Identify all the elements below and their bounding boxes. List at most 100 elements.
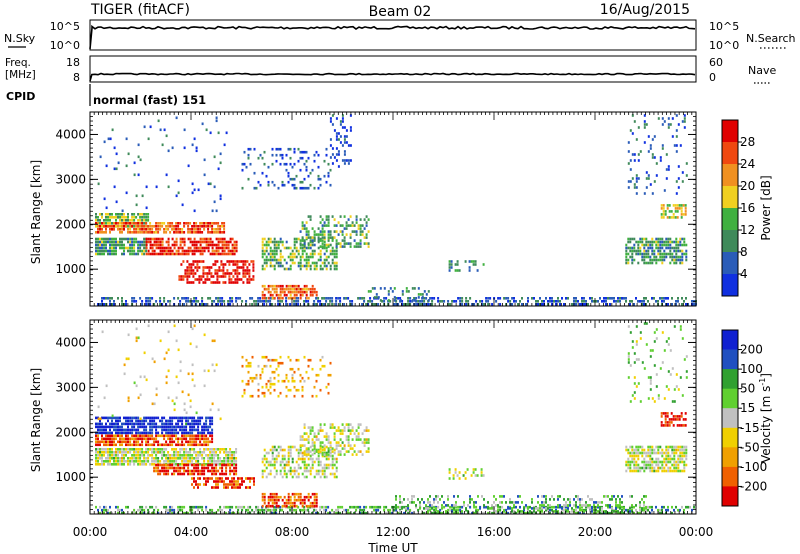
echo-cell [204, 278, 207, 281]
echo-cell [191, 191, 194, 195]
echo-cell [107, 454, 109, 457]
echo-cell [139, 297, 142, 300]
echo-cell [115, 451, 117, 454]
echo-cell [311, 243, 314, 247]
echo-cell [429, 297, 432, 300]
echo-cell [161, 434, 164, 438]
echo-cell [223, 225, 226, 228]
echo-cell [307, 303, 310, 306]
echo-cell [515, 501, 517, 504]
echo-cell [265, 240, 268, 244]
echo-cell [427, 498, 429, 501]
echo-cell [159, 297, 162, 300]
echo-cell [197, 425, 200, 429]
echo-cell [205, 434, 208, 438]
echo-cell [228, 278, 231, 281]
echo-cell [225, 505, 228, 509]
echo-cell [651, 237, 654, 241]
echo-cell [299, 258, 302, 262]
echo-cell [660, 204, 663, 207]
echo-cell [325, 255, 328, 259]
echo-cell [167, 511, 170, 515]
echo-cell [289, 469, 292, 473]
echo-cell [627, 261, 630, 265]
echo-cell [265, 466, 268, 470]
echo-cell [151, 428, 154, 432]
echo-cell [221, 303, 224, 306]
echo-cell [215, 243, 218, 247]
echo-cell [167, 222, 170, 225]
echo-cell [655, 243, 658, 247]
echo-cell [95, 454, 97, 457]
echo-cell [291, 165, 294, 169]
echo-cell [261, 237, 264, 241]
echo-cell [653, 258, 656, 262]
echo-cell [193, 466, 196, 470]
echo-cell [287, 451, 290, 455]
echo-cell [433, 511, 436, 515]
echo-cell [503, 510, 505, 513]
echo-cell [263, 287, 266, 291]
echo-cell [605, 300, 607, 303]
echo-cell [202, 260, 205, 263]
echo-cell [185, 437, 188, 441]
echo-cell [309, 469, 312, 473]
echo-cell [639, 249, 642, 253]
echo-cell [105, 437, 107, 441]
echo-cell [681, 505, 683, 509]
echo-cell [211, 228, 214, 231]
echo-cell [279, 445, 282, 449]
echo-cell [165, 472, 168, 476]
echo-cell [215, 460, 218, 463]
echo-cell [337, 233, 340, 236]
echo-cell [111, 511, 113, 515]
echo-cell [659, 159, 662, 162]
echo-cell [121, 457, 123, 460]
echo-cell [309, 457, 312, 461]
echo-cell [325, 180, 328, 184]
echo-cell [252, 266, 255, 269]
echo-cell [175, 431, 178, 435]
echo-cell [119, 443, 121, 447]
echo-cell [277, 240, 280, 244]
echo-cell [173, 469, 176, 473]
echo-cell [395, 495, 397, 498]
echo-cell [291, 469, 294, 473]
echo-cell [101, 228, 103, 231]
echo-cell [109, 511, 111, 515]
echo-cell [303, 162, 306, 166]
echo-cell [670, 216, 673, 219]
echo-cell [297, 463, 300, 467]
echo-cell [177, 437, 180, 441]
echo-cell [143, 422, 146, 426]
echo-cell [169, 434, 172, 438]
echo-cell [203, 448, 206, 451]
echo-cell [293, 296, 296, 300]
echo-cell [675, 258, 678, 262]
echo-cell [215, 448, 218, 451]
echo-cell [219, 297, 222, 300]
echo-cell [269, 240, 272, 244]
echo-cell [133, 246, 136, 250]
echo-cell [137, 463, 140, 466]
echo-cell [549, 498, 551, 501]
echo-cell [395, 504, 397, 507]
echo-cell [285, 463, 288, 467]
echo-cell [217, 167, 220, 171]
echo-cell [115, 152, 118, 156]
echo-cell [157, 222, 160, 225]
echo-cell [263, 284, 266, 288]
echo-cell [681, 252, 684, 256]
echo-cell [585, 508, 587, 512]
echo-cell [107, 416, 109, 420]
echo-cell [341, 245, 344, 248]
echo-cell [619, 498, 621, 501]
echo-cell [159, 434, 162, 438]
echo-cell [145, 443, 148, 447]
echo-cell [257, 297, 260, 300]
echo-cell [329, 183, 332, 187]
echo-cell [283, 267, 286, 271]
echo-cell [653, 297, 655, 300]
echo-cell [141, 213, 144, 216]
echo-cell [639, 501, 641, 504]
